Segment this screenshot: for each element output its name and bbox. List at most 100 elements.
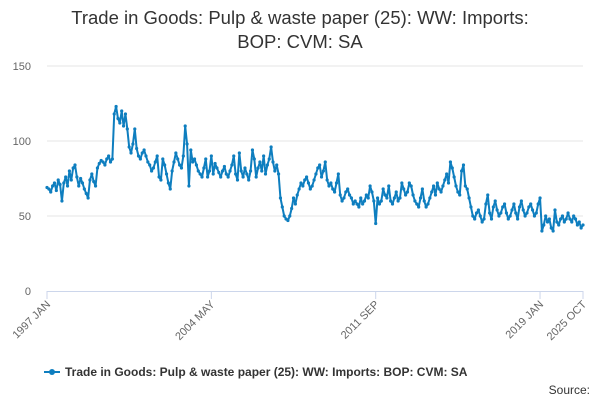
data-point <box>495 208 499 212</box>
data-point <box>121 124 126 128</box>
data-point <box>107 154 111 158</box>
data-point <box>417 205 421 209</box>
data-point <box>73 163 77 167</box>
data-point <box>501 205 505 209</box>
data-point <box>430 190 434 194</box>
data-point <box>448 160 452 164</box>
data-point <box>189 148 193 152</box>
data-point <box>267 157 271 161</box>
data-point <box>456 190 460 194</box>
data-point <box>299 181 303 185</box>
data-point <box>443 178 447 182</box>
data-point <box>155 154 159 158</box>
data-point <box>187 184 191 188</box>
data-point <box>271 160 275 164</box>
data-point <box>338 193 342 197</box>
y-tick-label-150: 150 <box>13 61 31 73</box>
data-point <box>396 199 400 203</box>
data-point <box>217 170 221 175</box>
data-point <box>151 166 156 170</box>
data-point <box>112 112 116 116</box>
data-point <box>375 196 380 200</box>
series-layer <box>45 104 585 233</box>
data-point <box>248 169 253 173</box>
data-point <box>489 217 494 221</box>
data-point <box>232 154 236 158</box>
data-point <box>297 187 301 191</box>
data-point <box>198 172 202 176</box>
data-point <box>368 184 372 188</box>
data-point <box>573 217 578 221</box>
data-point <box>366 196 370 200</box>
data-point <box>239 169 243 173</box>
data-point <box>560 214 565 218</box>
data-point <box>540 229 544 233</box>
data-point <box>441 184 445 188</box>
data-point <box>473 217 477 221</box>
data-point <box>504 211 509 215</box>
data-point <box>452 175 456 179</box>
legend-item[interactable]: Trade in Goods: Pulp & waste paper (25):… <box>44 365 467 379</box>
data-point <box>557 223 561 227</box>
data-point <box>144 154 148 158</box>
legend-line-marker-icon <box>44 367 60 377</box>
data-point <box>256 166 260 170</box>
data-point <box>534 211 538 215</box>
data-point <box>118 121 122 125</box>
data-point <box>166 181 170 185</box>
chart-title-line-1: Trade in Goods: Pulp & waste paper (25):… <box>71 7 529 28</box>
gridlines <box>47 65 583 217</box>
data-point <box>135 146 139 151</box>
data-point <box>344 190 348 194</box>
data-point <box>146 160 150 164</box>
data-point <box>532 214 537 218</box>
data-point <box>224 172 228 176</box>
data-point <box>125 127 129 131</box>
data-point <box>140 151 144 155</box>
data-point <box>474 211 479 215</box>
data-point <box>308 187 312 191</box>
data-point <box>577 220 581 224</box>
data-point <box>530 208 535 212</box>
data-point <box>114 104 118 109</box>
data-point <box>148 163 152 167</box>
data-point <box>82 187 86 191</box>
data-point <box>254 175 258 179</box>
data-point <box>275 163 279 167</box>
data-point <box>219 175 223 179</box>
data-point <box>538 196 542 200</box>
data-point <box>572 214 576 218</box>
data-point <box>377 202 382 206</box>
data-point <box>413 199 417 203</box>
data-point <box>71 166 75 170</box>
data-point <box>329 181 333 185</box>
data-point <box>310 184 314 188</box>
data-point <box>418 196 423 200</box>
data-point <box>364 193 368 197</box>
data-point <box>568 217 572 221</box>
data-point <box>549 226 553 230</box>
data-point <box>64 175 68 179</box>
data-point <box>512 202 516 206</box>
data-point <box>508 214 512 218</box>
data-point <box>488 211 492 215</box>
data-point <box>323 160 327 164</box>
data-point <box>424 205 428 209</box>
data-point <box>502 202 507 206</box>
data-point <box>185 142 189 146</box>
data-point <box>389 199 393 203</box>
data-point <box>519 199 523 203</box>
data-point <box>564 217 568 221</box>
data-point <box>346 187 350 191</box>
data-point <box>133 127 137 131</box>
data-point <box>303 178 307 182</box>
data-point <box>545 220 550 224</box>
data-point <box>67 169 72 173</box>
data-point <box>273 169 277 173</box>
data-point <box>54 188 58 193</box>
data-point <box>52 181 57 185</box>
data-point <box>450 166 454 170</box>
data-point <box>428 196 432 200</box>
data-point <box>439 190 443 194</box>
source-label: Source: <box>548 383 590 397</box>
